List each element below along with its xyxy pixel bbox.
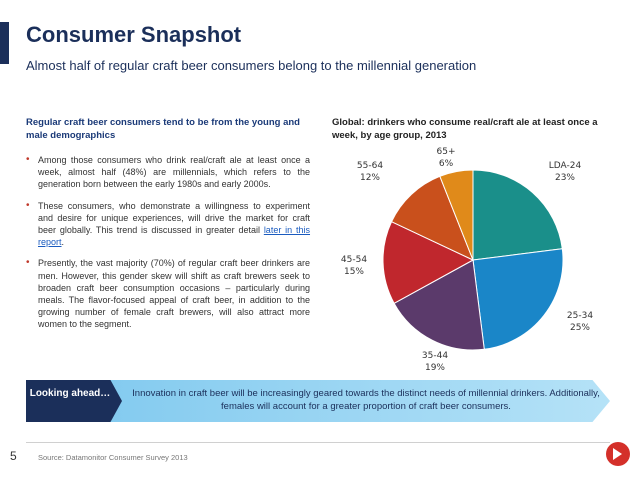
bullet-text-end: . [61, 237, 65, 248]
pie-slice-65- [439, 169, 474, 261]
looking-ahead-label: Looking ahead… [29, 388, 111, 399]
pie-slice-label: 35-44 [422, 351, 448, 361]
pie-slice-value: 12% [360, 173, 380, 183]
pie-slice-label: 45-54 [341, 255, 367, 265]
pie-slice-label: LDA-24 [549, 161, 582, 171]
bullet-dot-icon: • [26, 199, 30, 211]
page-number: 5 [10, 449, 17, 463]
pie-slice-value: 25% [570, 323, 590, 333]
bullet-dot-icon: • [26, 154, 30, 165]
pie-slice-value: 23% [555, 173, 575, 183]
bullet-item: • These consumers, who demonstrate a wil… [26, 200, 310, 249]
pie-chart: LDA-24 23% 25-34 25% 35-44 19% 45-54 15% 55-64 12… [341, 147, 593, 373]
bullet-dot-icon: • [26, 257, 30, 269]
pie-slice-35-44 [393, 259, 485, 351]
company-logo-icon [606, 442, 630, 466]
left-section-heading: Regular craft beer consumers tend to be … [26, 117, 300, 141]
bullet-text: Presently, the vast majority (70%) of re… [38, 258, 310, 330]
pie-slice-value: 15% [344, 267, 364, 277]
page-title: Consumer Snapshot [26, 22, 242, 47]
chart-heading: Global: drinkers who consume real/craft … [332, 117, 598, 141]
page-subtitle: Almost half of regular craft beer consum… [26, 58, 477, 73]
later-in-report-link[interactable]: later in this report [38, 225, 311, 248]
pie-slice-value: 6% [439, 159, 454, 169]
looking-ahead-tag [26, 380, 122, 422]
pie-slice-value: 19% [425, 363, 445, 373]
pie-slice-55-64 [390, 175, 474, 261]
pie-slice-label: 65+ [437, 147, 456, 157]
source-note: Source: Datamonitor Consumer Survey 2013 [38, 453, 188, 462]
bullet-text: These consumers, who demonstrate a willi… [38, 200, 310, 236]
looking-ahead-banner [26, 380, 610, 422]
bullet-item: • Among those consumers who drink real/c… [26, 154, 310, 191]
bullet-item: • Presently, the vast majority (70%) of … [26, 257, 310, 330]
looking-ahead-text: Innovation in craft beer will be increas… [132, 388, 600, 412]
pie-slice-45-54 [382, 221, 475, 305]
pie-chart-container: LDA-24 23% 25-34 25% 35-44 19% 45-54 15% 55-64 12… [332, 140, 632, 375]
pie-slice-label: 25-34 [567, 311, 593, 321]
bullet-list: • Among those consumers who drink real/c… [26, 154, 310, 340]
title-accent-bar [0, 22, 9, 64]
footer-divider [26, 442, 610, 443]
pie-slice-lda-24 [472, 169, 563, 261]
pie-slice-25-34 [472, 248, 564, 350]
pie-slice-label: 55-64 [357, 161, 383, 171]
bullet-text: Among those consumers who drink real/cra… [38, 155, 310, 190]
